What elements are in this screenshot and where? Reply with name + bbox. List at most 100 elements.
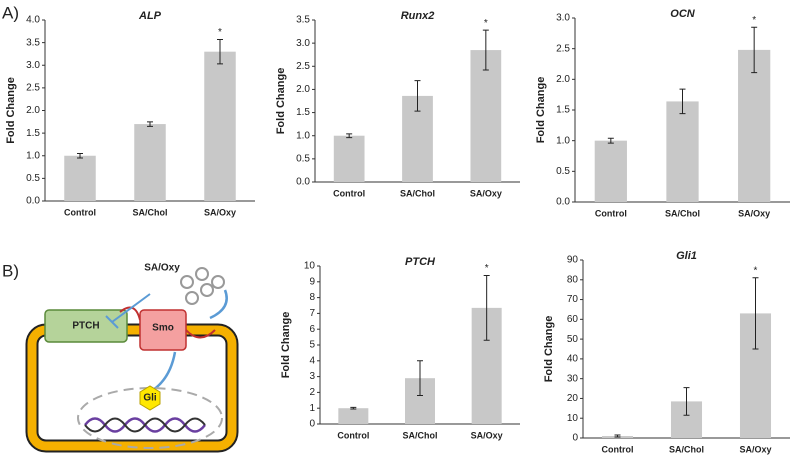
significance-mark: * bbox=[752, 15, 756, 26]
y-tick-label: 60 bbox=[567, 314, 579, 325]
y-tick-label: 0 bbox=[309, 419, 315, 430]
y-tick-label: 5 bbox=[309, 340, 315, 351]
y-tick-label: 2.5 bbox=[556, 43, 570, 54]
chart-title: Gli1 bbox=[676, 250, 697, 262]
panel-label: B) bbox=[2, 261, 19, 280]
y-tick-label: 2.5 bbox=[26, 83, 40, 94]
error-bar bbox=[751, 26, 758, 74]
chart: Gli1 Fold Change 0 10 20 30 40 50 60 70 80 90 Contro… bbox=[543, 250, 790, 454]
y-axis-label: Fold Change bbox=[535, 77, 547, 144]
ptch-label: PTCH bbox=[72, 321, 99, 332]
y-tick-label: 1.5 bbox=[26, 128, 40, 139]
significance-mark: * bbox=[218, 27, 222, 38]
y-tick-label: 9 bbox=[309, 276, 315, 287]
pathway-diagram: PTCH Smo SA/Oxy Gli bbox=[25, 263, 239, 453]
error-bar bbox=[217, 38, 223, 65]
x-tick-label: SA/Oxy bbox=[471, 430, 503, 440]
y-axis-label: Fold Change bbox=[275, 68, 287, 135]
x-tick-label: Control bbox=[602, 444, 634, 454]
y-axis-label: Fold Change bbox=[543, 316, 555, 383]
chart: Runx2 Fold Change 0.0 0.5 1.0 1.5 2.0 2.5 3.0 3.5… bbox=[275, 10, 520, 198]
chart-title: ALP bbox=[138, 10, 162, 22]
y-tick-label: 80 bbox=[567, 274, 579, 285]
x-tick-label: SA/Chol bbox=[665, 208, 700, 218]
chart-title: OCN bbox=[670, 8, 696, 20]
error-bar bbox=[417, 360, 423, 397]
bar bbox=[338, 408, 369, 424]
y-tick-label: 3 bbox=[309, 371, 315, 382]
y-tick-label: 20 bbox=[567, 393, 579, 404]
x-tick-label: SA/Oxy bbox=[204, 207, 236, 217]
y-tick-label: 1.0 bbox=[26, 150, 40, 161]
y-tick-label: 10 bbox=[304, 261, 316, 272]
error-bar bbox=[482, 29, 489, 71]
x-tick-label: SA/Chol bbox=[133, 207, 168, 217]
smo-label: Smo bbox=[152, 323, 174, 334]
y-tick-label: 1 bbox=[309, 403, 315, 414]
bar bbox=[333, 135, 365, 182]
y-tick-label: 90 bbox=[567, 255, 579, 266]
y-tick-label: 40 bbox=[567, 354, 579, 365]
y-tick-label: 2.0 bbox=[556, 74, 570, 85]
error-bar bbox=[147, 121, 153, 127]
error-bar bbox=[607, 137, 614, 144]
y-tick-label: 3.0 bbox=[296, 38, 310, 49]
y-tick-label: 7 bbox=[309, 308, 315, 319]
error-bar bbox=[679, 88, 686, 115]
y-tick-label: 50 bbox=[567, 334, 579, 345]
error-bar bbox=[683, 387, 690, 416]
y-tick-label: 2 bbox=[309, 387, 315, 398]
y-tick-label: 1.5 bbox=[296, 107, 310, 118]
chart: ALP Fold Change 0.0 0.5 1.0 1.5 2.0 2.5 3.0 3.5 4.… bbox=[5, 10, 255, 217]
bar bbox=[470, 50, 502, 183]
y-tick-label: 0.5 bbox=[296, 153, 310, 164]
error-bar bbox=[752, 277, 759, 350]
y-tick-label: 4.0 bbox=[26, 15, 40, 26]
y-tick-label: 2.0 bbox=[26, 105, 40, 116]
bar bbox=[738, 49, 771, 202]
error-bar bbox=[414, 80, 421, 112]
x-tick-label: Control bbox=[337, 430, 369, 440]
x-tick-label: Control bbox=[595, 208, 627, 218]
y-tick-label: 3.5 bbox=[26, 37, 40, 48]
y-axis-label: Fold Change bbox=[280, 312, 292, 379]
bar bbox=[64, 155, 96, 201]
error-bar bbox=[350, 406, 357, 410]
y-tick-label: 0.0 bbox=[26, 196, 40, 207]
significance-mark: * bbox=[484, 18, 488, 29]
y-tick-label: 1.0 bbox=[296, 130, 310, 141]
y-tick-label: 1.0 bbox=[556, 135, 570, 146]
chart: OCN Fold Change 0.0 0.5 1.0 1.5 2.0 2.5 3.0 Contr… bbox=[535, 8, 790, 218]
y-tick-label: 70 bbox=[567, 294, 579, 305]
y-tick-label: 1.5 bbox=[556, 105, 570, 116]
y-tick-label: 2.5 bbox=[296, 61, 310, 72]
x-tick-label: SA/Chol bbox=[669, 444, 704, 454]
y-tick-label: 3.0 bbox=[556, 13, 570, 24]
ligand-label: SA/Oxy bbox=[144, 263, 180, 274]
significance-mark: * bbox=[485, 263, 489, 274]
x-tick-label: Control bbox=[333, 188, 365, 198]
y-tick-label: 3.5 bbox=[296, 15, 310, 26]
panel-label: A) bbox=[2, 3, 19, 22]
error-bar bbox=[346, 133, 353, 139]
x-tick-label: SA/Oxy bbox=[738, 208, 770, 218]
chart: PTCH Fold Change 0 1 2 3 4 5 6 7 8 9 10 Control SA/Cho… bbox=[280, 256, 520, 440]
gli-label: Gli bbox=[143, 393, 157, 404]
error-bar bbox=[77, 152, 83, 159]
bar bbox=[134, 124, 166, 201]
y-tick-label: 3.0 bbox=[26, 60, 40, 71]
x-tick-label: SA/Chol bbox=[403, 430, 438, 440]
y-tick-label: 10 bbox=[567, 413, 579, 424]
y-tick-label: 0.0 bbox=[296, 177, 310, 188]
y-tick-label: 0.5 bbox=[556, 166, 570, 177]
y-tick-label: 30 bbox=[567, 373, 579, 384]
y-tick-label: 2.0 bbox=[296, 84, 310, 95]
y-tick-label: 0.5 bbox=[26, 173, 40, 184]
chart-title: PTCH bbox=[405, 256, 436, 268]
x-tick-label: Control bbox=[64, 207, 96, 217]
error-bar bbox=[614, 434, 621, 438]
bar bbox=[204, 51, 236, 201]
y-tick-label: 6 bbox=[309, 324, 315, 335]
significance-mark: * bbox=[754, 265, 758, 276]
